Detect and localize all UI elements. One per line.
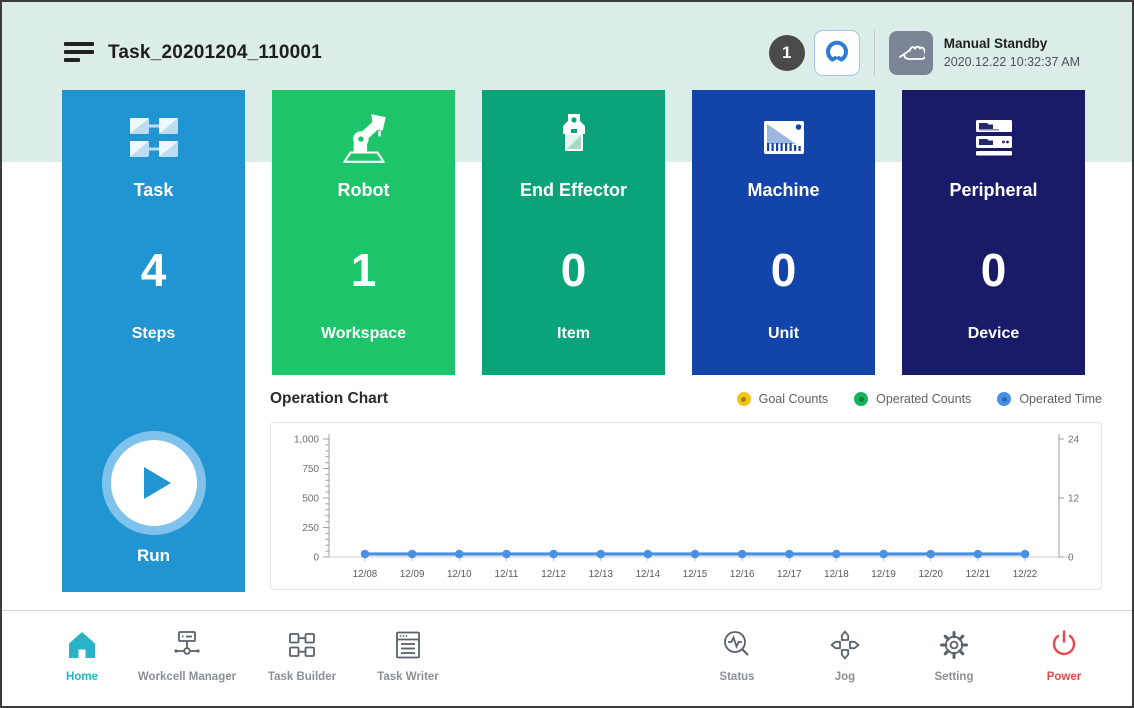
legend-goal-counts: Goal Counts (737, 392, 828, 406)
cockpit-button[interactable] (814, 30, 860, 76)
svg-text:24: 24 (1068, 435, 1080, 446)
page-title: Task_20201204_110001 (108, 42, 322, 64)
card-robot-unit: Workspace (321, 325, 406, 343)
run-section: Run (62, 440, 245, 566)
svg-text:1,000: 1,000 (294, 435, 319, 446)
legend-operated-counts: Operated Counts (854, 392, 971, 406)
workcell-manager-icon (170, 628, 204, 662)
card-robot-value: 1 (351, 243, 377, 297)
nav-task-writer[interactable]: Task Writer (338, 625, 478, 683)
peripheral-server-icon (966, 114, 1022, 162)
run-button[interactable] (111, 440, 197, 526)
svg-text:12/20: 12/20 (918, 569, 943, 580)
gripper-icon (823, 39, 851, 67)
card-machine-unit: Unit (768, 325, 799, 343)
header-right-cluster: 1 Manual Standby 2020.12.22 10:32:37 AM (769, 30, 1080, 76)
header-divider (874, 30, 875, 76)
card-machine-label: Machine (747, 180, 819, 201)
svg-text:0: 0 (313, 553, 319, 564)
card-end-effector-value: 0 (561, 243, 587, 297)
task-writer-icon (391, 628, 425, 662)
svg-text:12/15: 12/15 (683, 569, 708, 580)
machine-icon (756, 113, 812, 163)
legend-operated-time: Operated Time (997, 392, 1102, 406)
svg-text:12/17: 12/17 (777, 569, 802, 580)
svg-text:12: 12 (1068, 494, 1080, 505)
notification-count-badge[interactable]: 1 (769, 35, 805, 71)
chart-legend: Goal Counts Operated Counts Operated Tim… (737, 392, 1102, 406)
chart-header: Operation Chart Goal Counts Operated Cou… (270, 390, 1102, 408)
jog-dpad-icon (828, 628, 862, 662)
svg-text:12/14: 12/14 (636, 569, 661, 580)
card-end-effector[interactable]: End Effector 0 Item (482, 90, 665, 375)
svg-text:250: 250 (302, 523, 319, 534)
task-steps-icon (125, 115, 183, 161)
card-machine-value: 0 (771, 243, 797, 297)
svg-text:12/19: 12/19 (871, 569, 896, 580)
card-task-unit: Steps (132, 325, 176, 343)
run-label: Run (137, 546, 170, 566)
svg-text:750: 750 (302, 464, 319, 475)
card-peripheral-value: 0 (981, 243, 1007, 297)
svg-text:12/21: 12/21 (966, 569, 991, 580)
play-icon (144, 467, 171, 499)
svg-text:12/10: 12/10 (447, 569, 472, 580)
svg-text:12/09: 12/09 (400, 569, 425, 580)
home-icon (65, 628, 99, 662)
menu-hamburger-icon[interactable] (64, 42, 94, 64)
legend-dot-green-icon (854, 392, 868, 406)
svg-text:12/16: 12/16 (730, 569, 755, 580)
card-task[interactable]: Task 4 Steps Run (62, 90, 245, 592)
card-end-effector-unit: Item (557, 325, 590, 343)
svg-text:500: 500 (302, 494, 319, 505)
svg-text:12/12: 12/12 (541, 569, 566, 580)
datetime-label: 2020.12.22 10:32:37 AM (944, 54, 1080, 71)
svg-text:12/11: 12/11 (495, 569, 519, 580)
task-builder-icon (285, 628, 319, 662)
svg-text:0: 0 (1068, 553, 1074, 564)
svg-text:12/22: 12/22 (1013, 569, 1038, 580)
card-task-value: 4 (141, 243, 167, 297)
card-task-label: Task (134, 180, 174, 201)
mode-status-label: Manual Standby (944, 35, 1080, 53)
card-robot[interactable]: Robot 1 Workspace (272, 90, 455, 375)
nav-power[interactable]: Power (994, 625, 1134, 683)
manual-hand-icon (897, 39, 925, 67)
chart-title: Operation Chart (270, 390, 388, 408)
mode-status-text: Manual Standby 2020.12.22 10:32:37 AM (944, 35, 1080, 70)
card-end-effector-label: End Effector (520, 180, 627, 201)
robot-pendant-screen: Task_20201204_110001 1 Manual Standby 20… (0, 0, 1134, 708)
gripper-tool-icon (546, 108, 602, 168)
card-robot-label: Robot (338, 180, 390, 201)
card-machine[interactable]: Machine 0 Unit (692, 90, 875, 375)
power-icon (1047, 628, 1081, 662)
legend-dot-yellow-icon (737, 392, 751, 406)
svg-text:12/18: 12/18 (824, 569, 849, 580)
setting-gear-icon (937, 628, 971, 662)
card-peripheral[interactable]: Peripheral 0 Device (902, 90, 1085, 375)
bottom-navigation: Home Workcell Manager Task Builder (2, 610, 1132, 706)
mode-tile-button[interactable] (889, 31, 933, 75)
svg-text:12/13: 12/13 (588, 569, 613, 580)
card-peripheral-label: Peripheral (949, 180, 1037, 201)
legend-dot-blue-icon (997, 392, 1011, 406)
robot-arm-icon (335, 109, 393, 167)
operation-chart: 0 250 500 750 1,000 0 12 24 12/08 12/09 12/10 12/11… (270, 422, 1102, 590)
svg-text:12/08: 12/08 (353, 569, 378, 580)
card-peripheral-unit: Device (968, 325, 1020, 343)
status-pulse-icon (720, 628, 754, 662)
